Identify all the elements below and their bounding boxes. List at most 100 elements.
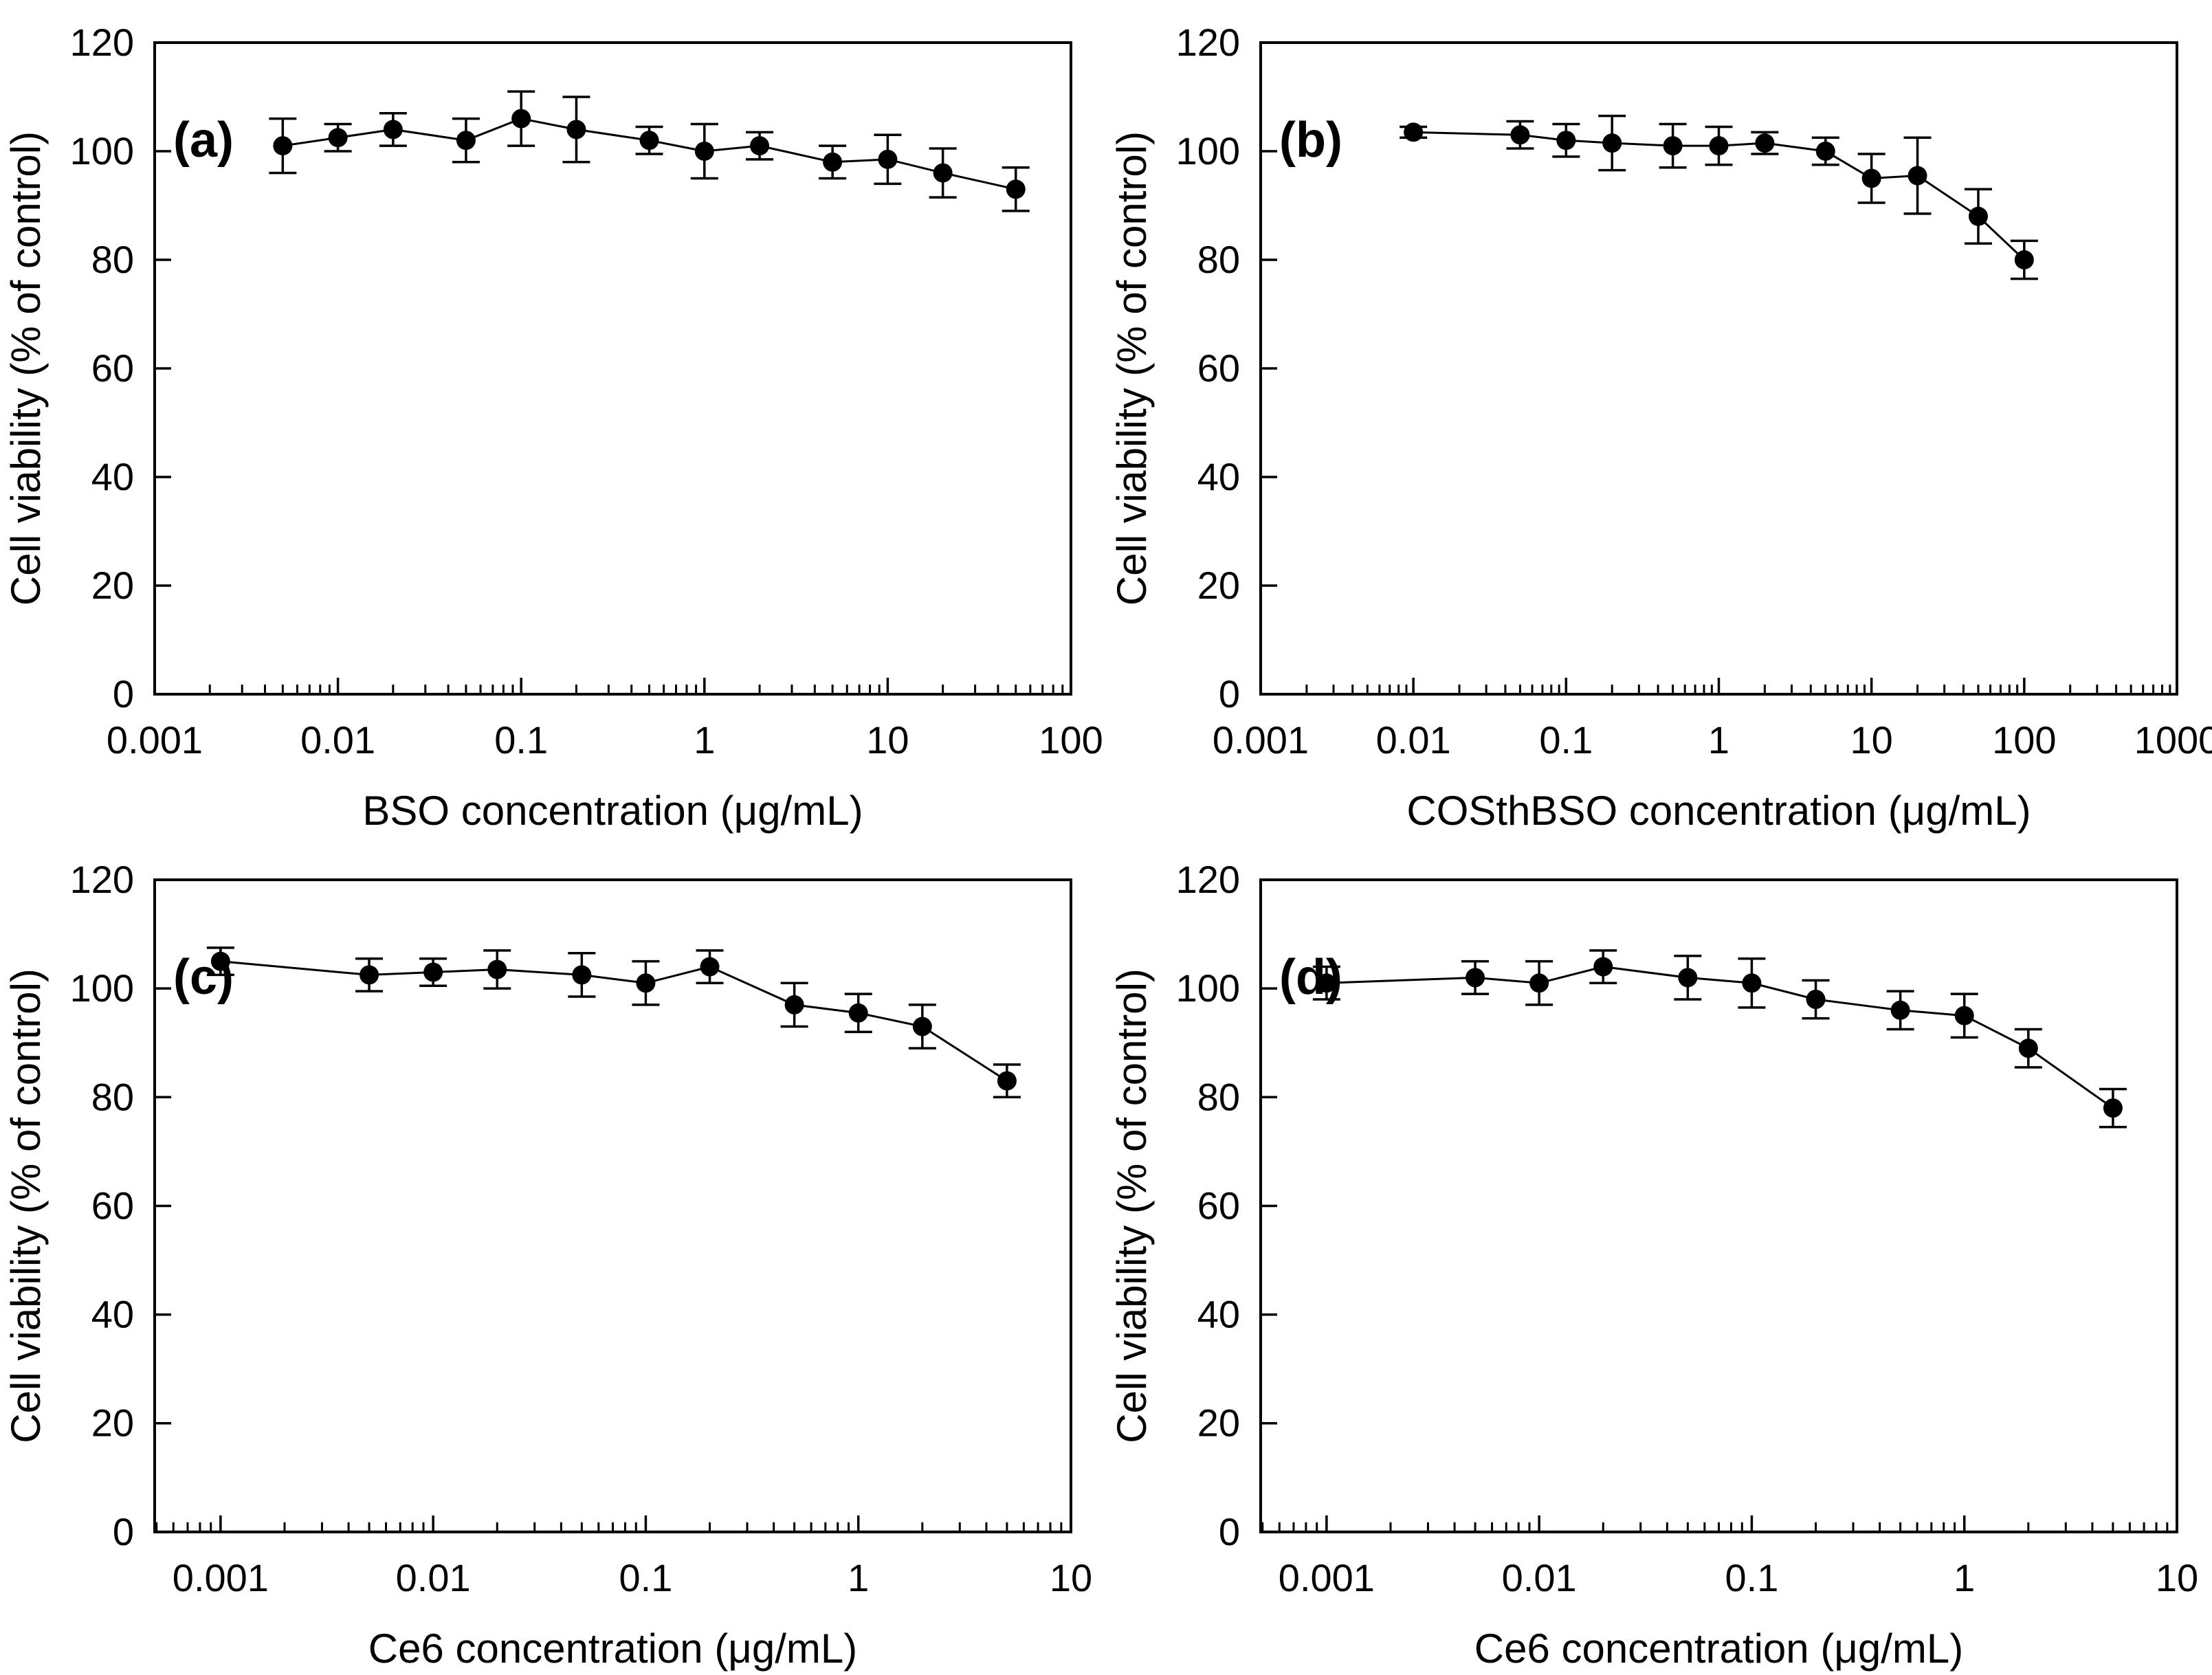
data-points xyxy=(273,109,1026,199)
panel-d-chart: 0 20 40 60 80 100 120 0.001 0.01 0.1 1 10 (d) Ce6 con… xyxy=(1109,858,2198,1672)
y-tick-label: 80 xyxy=(1197,238,1240,281)
data-point xyxy=(1404,122,1424,142)
y-tick-label: 0 xyxy=(1219,1510,1240,1553)
data-point xyxy=(1861,168,1881,188)
panel-a-chart: 0 20 40 60 80 100 120 0.001 0.01 0.1 1 10 100 (a) BSO … xyxy=(3,21,1103,834)
plot-frame xyxy=(1259,878,2178,1533)
data-point xyxy=(1529,973,1549,993)
x-tick-label: 1 xyxy=(848,1556,869,1599)
data-point xyxy=(694,142,714,161)
panel-letter: (b) xyxy=(1279,113,1342,168)
y-axis-title: Cell viability (% of control) xyxy=(3,131,49,606)
x-tick-label: 100 xyxy=(1992,718,2056,762)
data-point xyxy=(360,965,379,985)
y-tick-label: 120 xyxy=(70,858,134,901)
x-tick-label: 0.01 xyxy=(396,1556,471,1599)
data-point xyxy=(2018,1039,2038,1058)
data-point xyxy=(1602,133,1622,153)
data-point xyxy=(328,128,348,148)
data-point xyxy=(1954,1006,1974,1025)
y-tick-label: 20 xyxy=(91,564,134,607)
x-tick-label: 100 xyxy=(1039,718,1103,762)
y-tick-label: 40 xyxy=(1197,455,1240,498)
x-tick-label: 10 xyxy=(2156,1556,2198,1599)
data-point xyxy=(423,962,443,982)
x-tick-label: 1000 xyxy=(2134,718,2212,762)
y-tick-label: 120 xyxy=(70,21,134,64)
data-point xyxy=(1556,131,1576,151)
data-point xyxy=(1742,973,1762,993)
x-axis-title: BSO concentration (μg/mL) xyxy=(362,788,863,834)
data-point xyxy=(210,951,230,971)
y-axis-title: Cell viability (% of control) xyxy=(1109,968,1155,1443)
data-point xyxy=(639,131,659,151)
error-bars xyxy=(269,90,1030,212)
y-tick-label: 120 xyxy=(1176,858,1240,901)
y-tick-label: 120 xyxy=(1176,21,1240,64)
y-tick-label: 20 xyxy=(1197,564,1240,607)
y-axis-title: Cell viability (% of control) xyxy=(3,968,49,1443)
series-line xyxy=(220,960,1008,1082)
x-tick-label: 0.1 xyxy=(1725,1556,1779,1599)
x-axis-title: Ce6 concentration (μg/mL) xyxy=(1474,1626,1963,1672)
y-tick-label: 40 xyxy=(91,1293,134,1336)
y-tick-label: 60 xyxy=(91,346,134,390)
data-points xyxy=(1404,122,2034,269)
panel-a: 0 20 40 60 80 100 120 0.001 0.01 0.1 1 10 100 (a) BSO … xyxy=(0,0,1106,837)
x-tick-label: 0.01 xyxy=(300,718,375,762)
x-tick-label: 0.01 xyxy=(1502,1556,1577,1599)
data-point xyxy=(1890,1000,1910,1020)
data-point xyxy=(487,959,507,979)
data-point xyxy=(1709,136,1729,156)
data-point xyxy=(2014,250,2034,269)
y-tick-label: 60 xyxy=(1197,346,1240,390)
data-point xyxy=(636,973,656,993)
x-tick-label: 10 xyxy=(1850,718,1893,762)
y-tick-label: 40 xyxy=(91,455,134,498)
data-point xyxy=(848,1003,868,1023)
y-tick-label: 40 xyxy=(1197,1293,1240,1336)
plot-frame xyxy=(1259,41,2178,696)
data-point xyxy=(383,120,403,140)
x-tick-label: 0.01 xyxy=(1376,718,1451,762)
x-axis: 0.001 0.01 0.1 1 10 100 xyxy=(107,678,1103,762)
data-point xyxy=(1006,179,1026,199)
data-point xyxy=(456,131,476,151)
x-tick-label: 0.1 xyxy=(619,1556,673,1599)
panel-letter: (d) xyxy=(1279,950,1342,1005)
data-point xyxy=(1663,136,1683,156)
plot-frame xyxy=(153,878,1072,1533)
y-tick-label: 0 xyxy=(113,1510,134,1553)
y-tick-label: 20 xyxy=(91,1401,134,1445)
data-point xyxy=(1907,166,1927,186)
panel-letter: (c) xyxy=(173,950,234,1005)
y-tick-label: 100 xyxy=(70,966,134,1010)
y-axis-title: Cell viability (% of control) xyxy=(1109,131,1155,606)
x-tick-label: 1 xyxy=(1954,1556,1975,1599)
y-tick-label: 100 xyxy=(1176,129,1240,173)
y-axis: 0 20 40 60 80 100 120 xyxy=(1176,21,1277,716)
data-point xyxy=(750,136,770,156)
data-point xyxy=(784,995,804,1014)
panel-d: 0 20 40 60 80 100 120 0.001 0.01 0.1 1 10 (d) Ce6 con… xyxy=(1106,837,2212,1675)
plot-frame xyxy=(153,41,1072,696)
data-point xyxy=(997,1071,1017,1091)
error-bars xyxy=(1312,949,2127,1129)
x-tick-label: 1 xyxy=(694,718,715,762)
data-point xyxy=(1316,973,1336,993)
data-point xyxy=(700,957,720,977)
x-axis: 0.001 0.01 0.1 1 10 xyxy=(1261,1515,2198,1599)
y-tick-label: 100 xyxy=(1176,966,1240,1010)
panel-b-chart: 0 20 40 60 80 100 120 0.001 0.01 0.1 1 10 100 1000 (b)… xyxy=(1109,21,2212,834)
y-axis: 0 20 40 60 80 100 120 xyxy=(70,858,171,1553)
y-tick-label: 80 xyxy=(91,1075,134,1118)
data-points xyxy=(1316,957,2123,1118)
data-point xyxy=(878,149,898,169)
x-tick-label: 0.1 xyxy=(494,718,548,762)
x-tick-label: 10 xyxy=(1050,1556,1092,1599)
x-axis: 0.001 0.01 0.1 1 10 xyxy=(155,1515,1092,1599)
x-axis: 0.001 0.01 0.1 1 10 100 1000 xyxy=(1213,678,2212,762)
data-point xyxy=(912,1017,932,1036)
panel-c-chart: 0 20 40 60 80 100 120 0.001 0.01 0.1 1 10 (c) Ce6 con… xyxy=(3,858,1092,1672)
x-tick-label: 10 xyxy=(866,718,909,762)
